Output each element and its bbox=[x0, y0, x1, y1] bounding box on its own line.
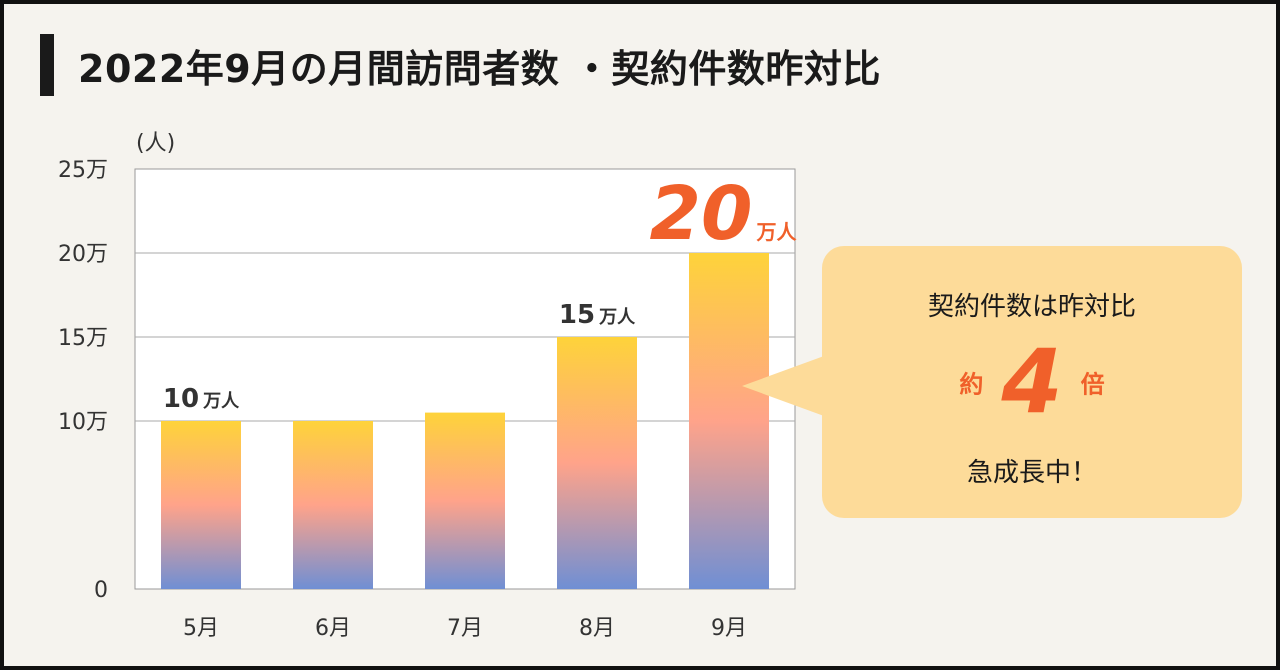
data-label-unit: 万人 bbox=[598, 307, 636, 328]
data-label-number: 20 bbox=[650, 171, 753, 257]
data-label: 20 万人 bbox=[650, 171, 798, 257]
callout-tagline: 急成長中！ bbox=[966, 458, 1097, 488]
data-label-unit: 万人 bbox=[202, 391, 240, 412]
page-title: 2022年9月の月間訪問者数 ・契約件数昨対比 bbox=[78, 47, 881, 91]
y-tick-label: 25万 bbox=[58, 158, 108, 183]
bar bbox=[161, 421, 241, 589]
data-label-unit: 万人 bbox=[755, 220, 797, 244]
bar bbox=[425, 412, 505, 589]
bar bbox=[689, 253, 769, 589]
callout-heading: 契約件数は昨対比 bbox=[927, 292, 1136, 322]
callout-number: 4 bbox=[1001, 330, 1063, 433]
y-tick-label: 10万 bbox=[58, 410, 108, 435]
data-label: 10 万人 bbox=[163, 384, 240, 414]
x-tick-label: 7月 bbox=[447, 616, 483, 641]
callout-suffix: 倍 bbox=[1080, 370, 1105, 399]
bar bbox=[557, 337, 637, 589]
title-accent-bar bbox=[40, 34, 54, 96]
x-tick-label: 6月 bbox=[315, 616, 351, 641]
data-label: 15 万人 bbox=[559, 300, 636, 330]
data-label-number: 10 bbox=[163, 384, 199, 414]
callout-pointer bbox=[742, 356, 824, 416]
x-tick-label: 5月 bbox=[183, 616, 219, 641]
y-unit-label: (人) bbox=[136, 131, 175, 156]
x-tick-label: 9月 bbox=[711, 616, 747, 641]
callout-prefix: 約 bbox=[959, 370, 984, 399]
y-tick-label: 0 bbox=[94, 578, 108, 603]
bar bbox=[293, 421, 373, 589]
y-tick-label: 20万 bbox=[58, 242, 108, 267]
y-tick-label: 15万 bbox=[58, 326, 108, 351]
x-tick-label: 8月 bbox=[579, 616, 615, 641]
data-label-number: 15 bbox=[559, 300, 595, 330]
